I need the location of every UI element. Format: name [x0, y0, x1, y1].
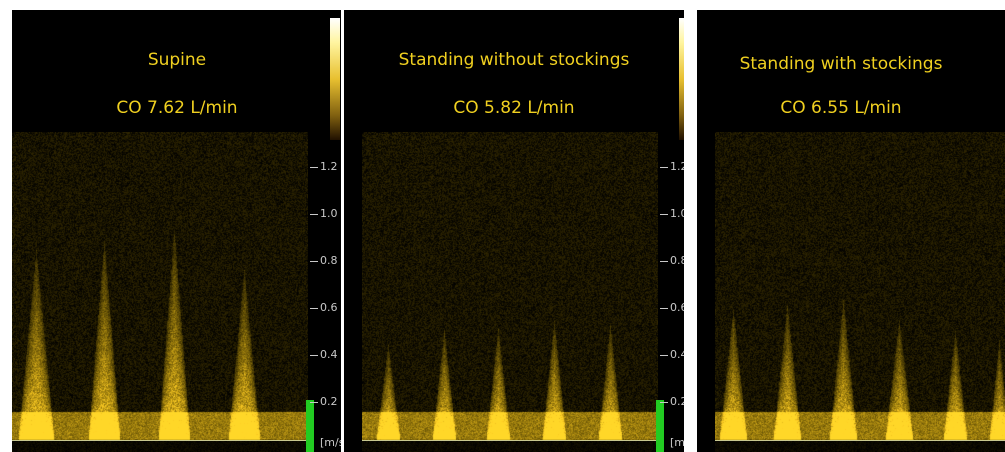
panel-divider: [341, 0, 343, 452]
green-indicator: [656, 400, 664, 452]
tick-label: 0.2: [320, 395, 338, 408]
tick-label: 0.4: [670, 348, 684, 361]
tick-mark: [310, 214, 318, 215]
baseline: [362, 440, 658, 441]
tick-mark: [310, 355, 318, 356]
baseline: [715, 440, 1005, 441]
tick-label: 1.2: [670, 160, 684, 173]
tick-mark: [310, 167, 318, 168]
tick-mark: [310, 308, 318, 309]
velocity-scale: 1.2 1.0 0.8 0.6 0.4 0.2 [m/s: [656, 130, 684, 452]
cardiac-output-label: CO 6.55 L/min: [780, 98, 902, 118]
units-label: [m/s: [670, 436, 684, 449]
green-indicator: [306, 400, 314, 452]
panel-title: Standing with stockings: [739, 54, 943, 74]
color-scale-bar: [679, 18, 684, 140]
doppler-panel-supine: Supine CO 7.62 L/min 1.2 1.0 0.8 0.6 0.4…: [12, 10, 342, 452]
panel-title: Supine: [147, 50, 207, 70]
cardiac-output-label: CO 7.62 L/min: [116, 98, 238, 118]
tick-mark: [660, 402, 668, 403]
panel-title: Standing without stockings: [398, 50, 630, 70]
tick-label: 1.2: [320, 160, 338, 173]
tick-label: 0.6: [670, 301, 684, 314]
tick-mark: [310, 402, 318, 403]
tick-label: 0.2: [670, 395, 684, 408]
doppler-panel-standing-with-stockings: Standing with stockings CO 6.55 L/min: [697, 10, 1005, 452]
tick-mark: [660, 355, 668, 356]
units-label: [m/s: [320, 436, 342, 449]
tick-label: 0.6: [320, 301, 338, 314]
tick-mark: [660, 167, 668, 168]
cardiac-output-label: CO 5.82 L/min: [453, 98, 575, 118]
tick-mark: [660, 261, 668, 262]
doppler-spectrogram: [715, 132, 1005, 452]
doppler-spectrogram: [362, 132, 658, 452]
panel-divider: [692, 0, 694, 452]
tick-label: 0.8: [320, 254, 338, 267]
tick-mark: [310, 261, 318, 262]
tick-label: 1.0: [670, 207, 684, 220]
tick-mark: [660, 214, 668, 215]
baseline: [12, 440, 308, 441]
tick-label: 0.8: [670, 254, 684, 267]
color-scale-bar: [330, 18, 340, 140]
doppler-spectrogram: [12, 132, 308, 452]
tick-mark: [660, 308, 668, 309]
velocity-scale: 1.2 1.0 0.8 0.6 0.4 0.2 [m/s: [306, 130, 342, 452]
doppler-panel-standing-without-stockings: Standing without stockings CO 5.82 L/min…: [344, 10, 684, 452]
tick-label: 1.0: [320, 207, 338, 220]
tick-label: 0.4: [320, 348, 338, 361]
